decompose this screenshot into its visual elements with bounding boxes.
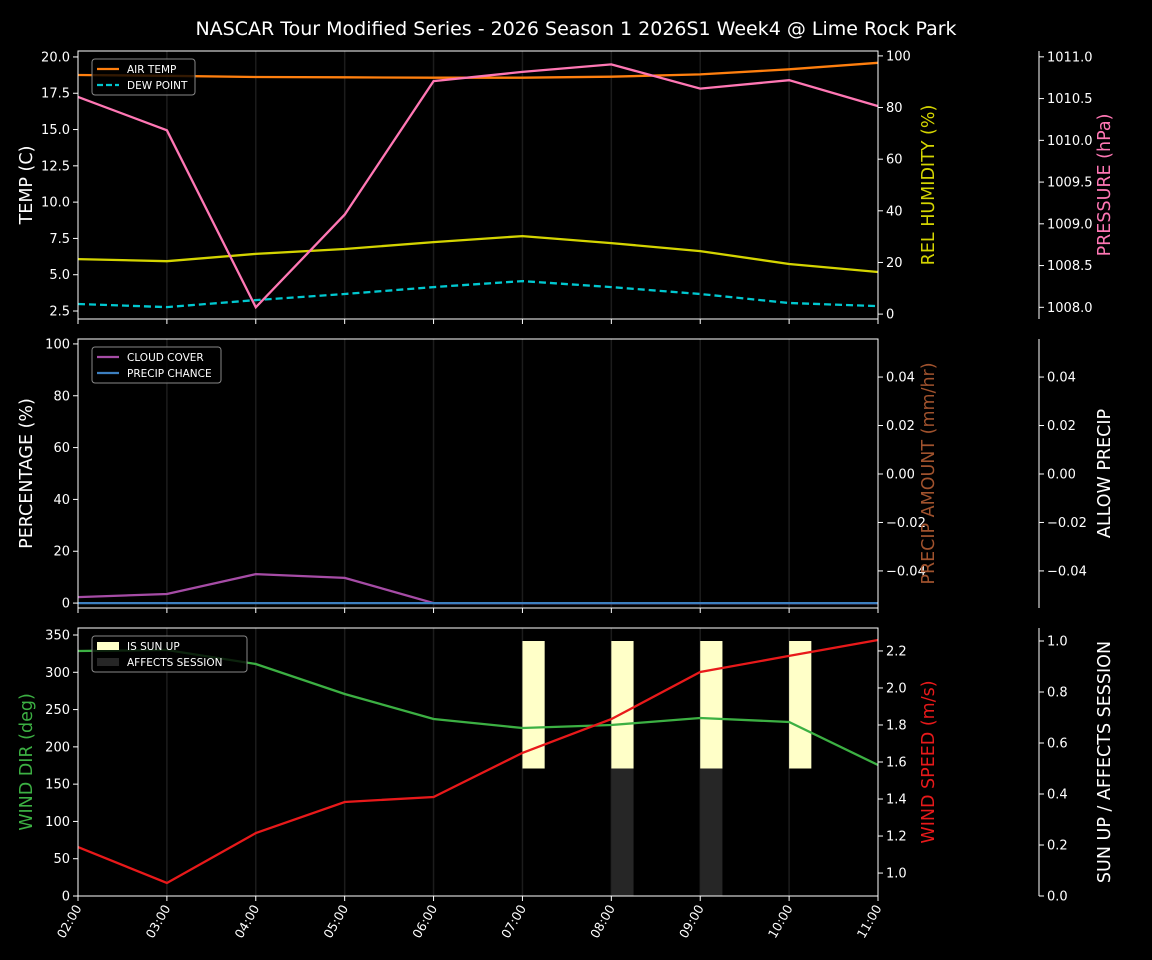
right2-tick-label: 1008.5 (1047, 259, 1093, 274)
right-tick-label: 1.2 (886, 830, 907, 845)
right-tick-label: 60 (886, 153, 903, 168)
left-tick-label: 100 (45, 337, 70, 352)
bar-is-sun-up (611, 641, 634, 769)
bar-is-sun-up (700, 641, 723, 769)
series-line-dew-point (77, 279, 879, 309)
right2-tick-label: 0.2 (1047, 839, 1068, 854)
right-tick-label: 2.0 (886, 681, 907, 696)
right-tick-label: 2.2 (886, 644, 907, 659)
legend-swatch (97, 658, 119, 666)
right2-axis-label: PRESSURE (hPa) (1095, 114, 1115, 257)
right2-tick-label: 0.04 (1047, 371, 1076, 386)
right-axis-label: REL HUMIDITY (%) (919, 105, 939, 266)
left-tick-label: 50 (53, 852, 70, 867)
right-tick-label: −0.04 (886, 564, 926, 579)
right2-tick-label: 1.0 (1047, 635, 1068, 650)
left-axis-label: PERCENTAGE (%) (17, 398, 37, 549)
left-tick-label: 250 (45, 703, 70, 718)
right-tick-label: 0.04 (886, 371, 915, 386)
right2-tick-label: 1010.5 (1047, 92, 1093, 107)
right2-tick-label: 1008.0 (1047, 301, 1093, 316)
right-tick-label: 1.6 (886, 756, 907, 771)
right-axis-label: WIND SPEED (m/s) (919, 680, 939, 843)
left-tick-label: 40 (53, 493, 70, 508)
series-line-air-temp (77, 61, 879, 79)
right-tick-label: 80 (886, 101, 903, 116)
bar-is-sun-up (522, 641, 545, 769)
left-tick-label: 0 (62, 597, 70, 612)
right2-tick-label: 1009.0 (1047, 217, 1093, 232)
legend-swatch (97, 642, 119, 650)
right2-tick-label: 0.8 (1047, 686, 1068, 701)
legend-label: IS SUN UP (127, 641, 180, 653)
left-tick-label: 100 (45, 815, 70, 830)
left-axis-label: TEMP (C) (17, 146, 37, 226)
right-tick-label: 0 (886, 308, 894, 323)
left-tick-label: 12.5 (41, 159, 70, 174)
panel-temperature: 2.5 5.0 7.5 10.0 12.5 15.0 17.5 20.0 TEMP (C) 0 20… (17, 49, 1115, 324)
left-tick-label: 7.5 (49, 232, 70, 247)
right2-tick-label: 0.02 (1047, 419, 1076, 434)
right-tick-label: 20 (886, 256, 903, 271)
series-line-right-1 (77, 638, 879, 885)
right-tick-label: 0.02 (886, 419, 915, 434)
right2-tick-label: 1010.0 (1047, 134, 1093, 149)
left-tick-label: 80 (53, 389, 70, 404)
legend: AIR TEMP DEW POINT (91, 58, 196, 96)
right-tick-label: −0.02 (886, 516, 926, 531)
left-axis-label: WIND DIR (deg) (17, 693, 37, 831)
left-tick-label: 200 (45, 740, 70, 755)
legend-label: AIR TEMP (127, 64, 176, 76)
right-tick-label: 0.00 (886, 467, 915, 482)
right2-tick-label: 0.6 (1047, 737, 1068, 752)
left-tick-label: 300 (45, 666, 70, 681)
right2-tick-label: 0.0 (1047, 890, 1068, 905)
panel-precipitation: 0 20 40 60 80 100 PERCENTAGE (%) −0.04 −0.02 0.00… (17, 337, 1115, 613)
left-tick-label: 10.0 (41, 196, 70, 211)
legend-label: PRECIP CHANCE (127, 368, 212, 380)
right-axis-label: PRECIP AMOUNT (mm/hr) (919, 362, 939, 584)
right2-tick-label: 0.4 (1047, 788, 1068, 803)
series-line-right2-3 (77, 63, 879, 310)
left-tick-label: 20.0 (41, 50, 70, 65)
series-line-right-2 (77, 234, 879, 274)
right2-axis-label: ALLOW PRECIP (1095, 409, 1115, 538)
left-tick-label: 15.0 (41, 123, 70, 138)
right-tick-label: 1.4 (886, 793, 907, 808)
right2-axis-label: SUN UP / AFFECTS SESSION (1095, 641, 1115, 883)
legend-box (91, 346, 222, 384)
bar-affects-session (611, 768, 634, 896)
legend: CLOUD COVER PRECIP CHANCE (91, 346, 222, 384)
legend-label: CLOUD COVER (127, 352, 204, 364)
chart-title: NASCAR Tour Modified Series - 2026 Seaso… (195, 18, 956, 40)
left-tick-label: 60 (53, 441, 70, 456)
right2-tick-label: −0.04 (1047, 564, 1087, 579)
right2-tick-label: 0.00 (1047, 467, 1076, 482)
left-tick-label: 5.0 (49, 268, 70, 283)
right2-tick-label: 1011.0 (1047, 50, 1093, 65)
right-tick-label: 1.8 (886, 718, 907, 733)
legend-label: AFFECTS SESSION (127, 657, 223, 669)
right2-tick-label: 1009.5 (1047, 176, 1093, 191)
left-tick-label: 20 (53, 545, 70, 560)
left-tick-label: 17.5 (41, 87, 70, 102)
left-tick-label: 2.5 (49, 305, 70, 320)
right-tick-label: 100 (886, 49, 911, 64)
plot-frame (77, 50, 879, 320)
left-tick-label: 150 (45, 778, 70, 793)
right2-tick-label: −0.02 (1047, 516, 1087, 531)
bar-is-sun-up (789, 641, 812, 769)
legend: IS SUN UP AFFECTS SESSION (91, 635, 248, 673)
right-tick-label: 1.0 (886, 867, 907, 882)
bar-affects-session (700, 768, 723, 896)
right-tick-label: 40 (886, 204, 903, 219)
legend-label: DEW POINT (127, 80, 188, 92)
legend-box (91, 635, 248, 673)
left-tick-label: 0 (62, 890, 70, 905)
left-tick-label: 350 (45, 629, 70, 644)
panel-wind: 0 50 100 150 200 250 300 350 WIND DIR (deg) 1.0 1.… (17, 627, 1115, 941)
